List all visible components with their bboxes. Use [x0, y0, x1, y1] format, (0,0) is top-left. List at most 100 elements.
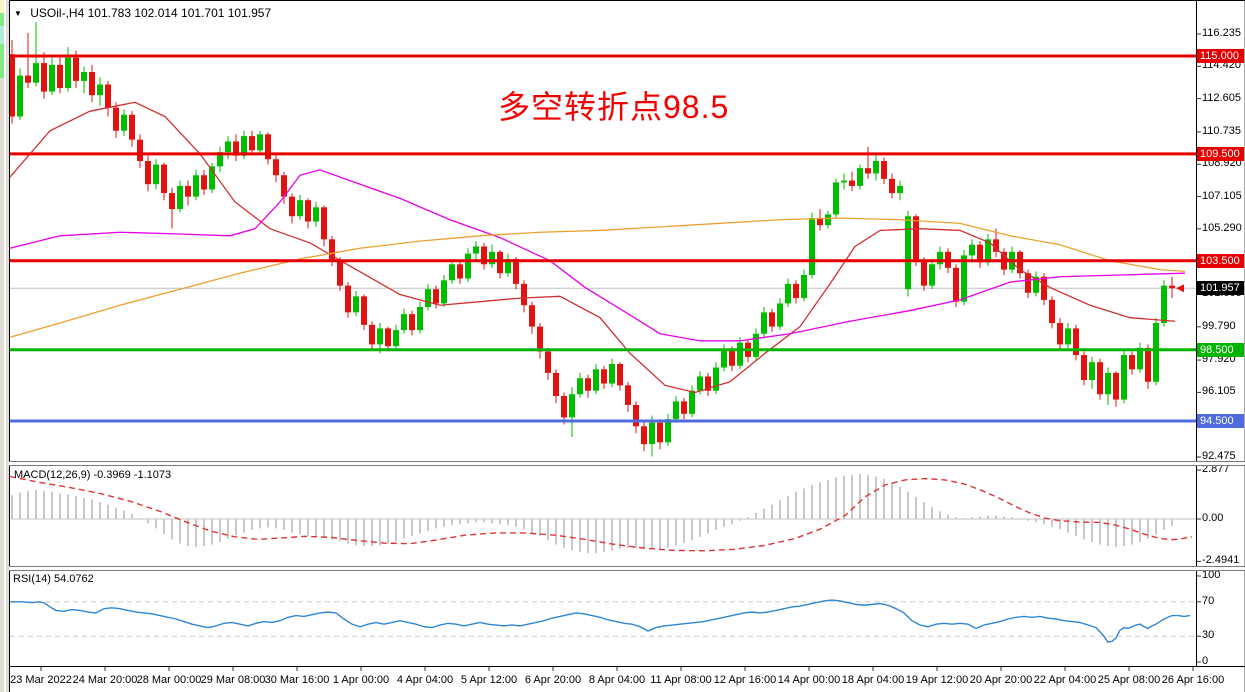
- bear-candle: [57, 64, 63, 89]
- bull-candle: [489, 251, 495, 265]
- rsi-tick-label: 100: [1202, 569, 1221, 581]
- bear-candle: [849, 180, 855, 186]
- bull-candle: [153, 164, 159, 185]
- bear-candle: [113, 107, 119, 131]
- bull-candle: [873, 161, 879, 174]
- bear-candle: [305, 200, 311, 222]
- bear-candle: [1049, 299, 1055, 324]
- bull-candle: [257, 134, 263, 151]
- bull-candle: [393, 330, 399, 347]
- bear-candle: [1081, 355, 1087, 381]
- bear-candle: [513, 258, 519, 284]
- bull-candle: [737, 342, 743, 366]
- current-price-badge: 101.957: [1197, 281, 1244, 296]
- left-edge-highlight: [4, 0, 6, 692]
- panel-splitter-rsi[interactable]: [9, 566, 1245, 571]
- rsi-indicator-label: RSI(14) 54.0762: [13, 573, 94, 585]
- macd-signal-line: [9, 475, 1193, 552]
- bear-candle: [913, 216, 919, 261]
- bear-candle: [817, 217, 823, 226]
- bull-candle: [97, 84, 103, 96]
- rsi-layer: [10, 599, 1196, 644]
- bull-candle: [721, 349, 727, 368]
- bull-candle: [193, 175, 199, 197]
- bear-candle: [1017, 251, 1023, 274]
- bear-candle: [73, 57, 79, 81]
- candles-layer: [9, 22, 1175, 457]
- time-tick-label: 22 Apr 04:00: [1033, 674, 1097, 686]
- bear-candle: [537, 326, 543, 352]
- bear-candle: [337, 260, 343, 286]
- time-tick-label: 19 Apr 12:00: [905, 674, 969, 686]
- time-tick-label: 12 Apr 16:00: [713, 674, 777, 686]
- bear-candle: [1025, 273, 1031, 293]
- bear-candle: [169, 193, 175, 210]
- bear-candle: [289, 196, 295, 217]
- bear-candle: [921, 260, 927, 286]
- bear-candle: [201, 175, 207, 190]
- bull-candle: [825, 214, 831, 226]
- level-price-badge: 94.500: [1197, 413, 1244, 428]
- bear-candle: [369, 324, 375, 345]
- bull-candle: [1153, 323, 1159, 382]
- level-price-badge: 103.500: [1197, 253, 1244, 268]
- bear-candle: [145, 161, 151, 185]
- bear-candle: [617, 363, 623, 386]
- edge-color-mark: [0, 13, 4, 26]
- bear-candle: [529, 305, 535, 327]
- bull-candle: [1161, 285, 1167, 324]
- level-lines-layer[interactable]: [10, 54, 1196, 423]
- dropdown-triangle-icon[interactable]: ▼: [14, 9, 22, 18]
- bull-candle: [577, 378, 583, 395]
- panel-splitter-macd[interactable]: [9, 461, 1245, 466]
- time-tick-label: 20 Apr 20:00: [969, 674, 1033, 686]
- bull-candle: [649, 422, 655, 445]
- time-tick-label: 26 Apr 16:00: [1161, 674, 1225, 686]
- bull-candle: [833, 182, 839, 215]
- bear-candle: [545, 351, 551, 373]
- bear-candle: [185, 185, 191, 197]
- bear-candle: [25, 75, 31, 83]
- bull-candle: [313, 207, 319, 222]
- bear-candle: [161, 164, 167, 194]
- bear-candle: [273, 159, 279, 176]
- level-price-badge: 98.500: [1197, 342, 1244, 357]
- edge-color-mark: [0, 26, 4, 44]
- level-price-badge: 115.000: [1197, 48, 1244, 63]
- bear-candle: [889, 178, 895, 194]
- bull-candle: [697, 376, 703, 391]
- bull-candle: [353, 296, 359, 313]
- bull-candle: [1121, 355, 1127, 400]
- rsi-tick-label: 30: [1202, 629, 1215, 642]
- bull-candle: [241, 136, 247, 156]
- symbol-ohlc-values: 101.783 102.014 101.701 101.957: [87, 6, 272, 20]
- bear-candle: [129, 114, 135, 140]
- bull-candle: [49, 64, 55, 92]
- bear-candle: [1129, 355, 1135, 370]
- time-tick-label: 8 Apr 04:00: [588, 674, 646, 686]
- time-axis-border: [9, 666, 1245, 667]
- bear-candle: [41, 63, 47, 92]
- bull-candle: [209, 166, 215, 190]
- bear-candle: [105, 84, 111, 108]
- bear-candle: [1057, 323, 1063, 345]
- bear-candle: [729, 349, 735, 366]
- bear-candle: [385, 328, 391, 347]
- bull-candle: [1105, 372, 1111, 395]
- price-tick-label: 107.105: [1202, 189, 1242, 202]
- time-tick-label: 25 Apr 08:00: [1097, 674, 1161, 686]
- bear-candle: [601, 369, 607, 384]
- rsi-tick-label: 0: [1202, 655, 1209, 667]
- time-tick-label: 14 Apr 00:00: [777, 674, 841, 686]
- bull-candle: [177, 185, 183, 210]
- bear-candle: [865, 168, 871, 174]
- macd-tick-label: 0.00: [1202, 512, 1224, 524]
- time-tick-label: 4 Apr 04:00: [396, 674, 454, 686]
- bear-candle: [481, 246, 487, 265]
- bull-candle: [665, 419, 671, 443]
- bear-candle: [249, 136, 255, 151]
- bull-candle: [929, 264, 935, 286]
- price-tick-label: 92.475: [1202, 449, 1236, 462]
